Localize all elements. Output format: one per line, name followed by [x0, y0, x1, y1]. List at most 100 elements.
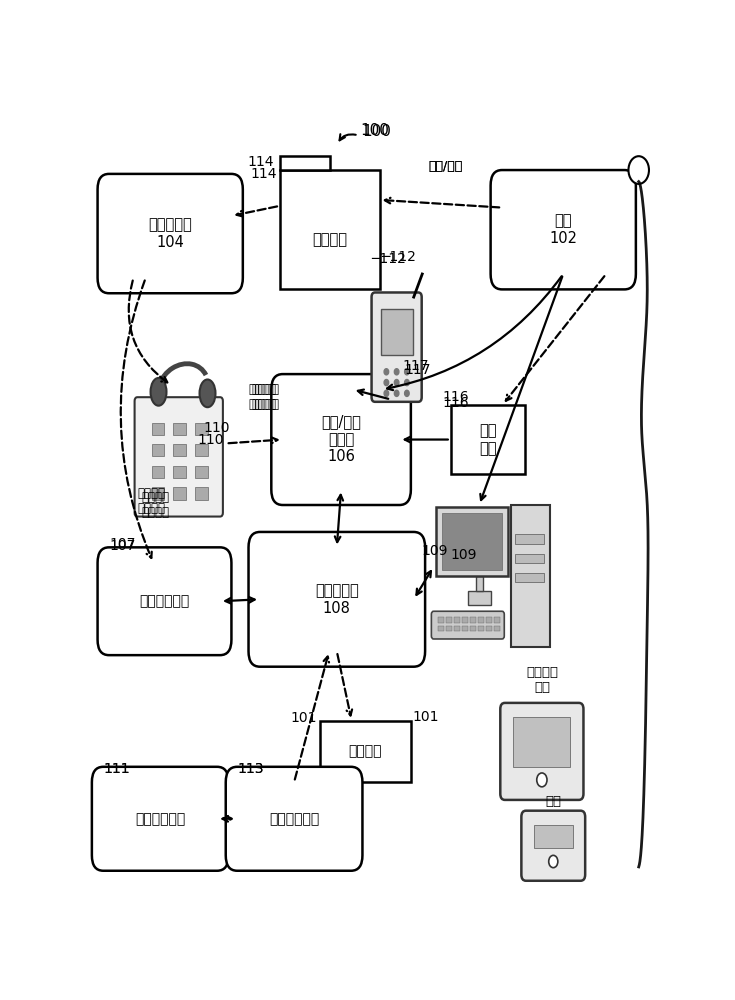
Bar — [151, 466, 164, 478]
Bar — [173, 466, 186, 478]
Text: 101: 101 — [412, 710, 439, 724]
Text: 数据门户: 数据门户 — [348, 744, 382, 758]
Bar — [486, 617, 492, 623]
Text: 电话: 电话 — [545, 795, 562, 808]
Bar — [478, 617, 484, 623]
FancyBboxPatch shape — [490, 170, 636, 289]
Bar — [462, 626, 468, 631]
Bar — [470, 626, 476, 631]
FancyBboxPatch shape — [135, 397, 223, 517]
Bar — [195, 423, 207, 435]
Text: 114: 114 — [251, 167, 277, 181]
Bar — [446, 626, 452, 631]
Circle shape — [549, 855, 558, 868]
Text: 111: 111 — [103, 762, 130, 776]
Text: 保健提供者
104: 保健提供者 104 — [148, 217, 192, 250]
Bar — [534, 825, 573, 848]
FancyBboxPatch shape — [98, 174, 243, 293]
Text: 100: 100 — [362, 124, 391, 139]
Bar — [151, 487, 164, 500]
Circle shape — [384, 379, 389, 386]
Bar — [173, 487, 186, 500]
FancyBboxPatch shape — [511, 505, 551, 647]
Bar — [451, 405, 525, 474]
Text: 109: 109 — [421, 544, 448, 558]
Circle shape — [384, 369, 389, 375]
Bar — [195, 466, 207, 478]
Bar — [280, 156, 330, 170]
Bar — [195, 487, 207, 500]
Text: 100: 100 — [361, 123, 390, 138]
Circle shape — [628, 156, 649, 184]
Text: 110: 110 — [197, 433, 223, 447]
Ellipse shape — [199, 379, 215, 407]
Bar — [195, 444, 207, 456]
Text: 免费专用
电话号码: 免费专用 电话号码 — [137, 487, 165, 515]
Text: 101: 101 — [290, 711, 317, 725]
Bar — [442, 513, 502, 570]
Text: 请求/许可: 请求/许可 — [428, 160, 462, 173]
Bar — [173, 423, 186, 435]
Bar — [515, 534, 544, 544]
FancyBboxPatch shape — [431, 611, 504, 639]
Text: 113: 113 — [237, 762, 264, 776]
Text: 117: 117 — [402, 359, 429, 373]
Text: 平板电脑
设备: 平板电脑 设备 — [526, 666, 558, 694]
FancyBboxPatch shape — [226, 767, 362, 871]
Text: 110: 110 — [203, 421, 229, 435]
Text: 医疗设备网关: 医疗设备网关 — [269, 812, 319, 826]
Text: 请求/许可: 请求/许可 — [428, 160, 462, 173]
Circle shape — [395, 369, 399, 375]
Bar — [478, 626, 484, 631]
Bar — [462, 617, 468, 623]
Text: 107: 107 — [109, 537, 135, 551]
Text: 电子健康记录: 电子健康记录 — [140, 594, 190, 608]
Text: 116: 116 — [442, 390, 469, 404]
Text: 109: 109 — [451, 548, 477, 562]
Text: 免费专用
电话号码: 免费专用 电话号码 — [248, 383, 277, 411]
Text: 113: 113 — [237, 762, 264, 776]
FancyBboxPatch shape — [437, 507, 508, 576]
Bar — [494, 626, 500, 631]
Bar — [438, 617, 444, 623]
Bar — [151, 423, 164, 435]
Text: 网络服务器
108: 网络服务器 108 — [315, 583, 359, 616]
FancyBboxPatch shape — [121, 387, 230, 527]
Circle shape — [537, 773, 547, 787]
Bar — [173, 444, 186, 456]
Circle shape — [395, 379, 399, 386]
Bar — [438, 626, 444, 631]
Text: 114: 114 — [248, 155, 274, 169]
Text: 医疗记录: 医疗记录 — [312, 232, 347, 247]
Circle shape — [395, 390, 399, 396]
FancyBboxPatch shape — [501, 703, 584, 800]
FancyBboxPatch shape — [271, 374, 411, 505]
Bar — [280, 170, 379, 289]
Text: 111: 111 — [103, 762, 130, 776]
Bar — [513, 717, 570, 767]
Text: ─112: ─112 — [381, 250, 416, 264]
Bar — [515, 554, 544, 563]
Text: 117: 117 — [404, 363, 431, 377]
Bar — [454, 617, 460, 623]
FancyBboxPatch shape — [372, 292, 422, 402]
Text: ─112: ─112 — [371, 252, 406, 266]
Circle shape — [404, 390, 409, 396]
Bar — [515, 573, 544, 582]
FancyBboxPatch shape — [92, 767, 229, 871]
Circle shape — [384, 390, 389, 396]
FancyBboxPatch shape — [248, 532, 425, 667]
Text: 免费专用
电话号码: 免费专用 电话号码 — [142, 491, 170, 519]
Bar — [446, 617, 452, 623]
Bar — [476, 576, 483, 591]
Text: 免费专用
电话号码: 免费专用 电话号码 — [251, 383, 279, 411]
Bar — [381, 309, 412, 355]
Text: 107: 107 — [109, 539, 135, 553]
Text: 患者
102: 患者 102 — [549, 214, 577, 246]
Text: 116: 116 — [442, 396, 469, 410]
FancyBboxPatch shape — [521, 811, 585, 881]
Bar — [468, 591, 491, 605]
Bar — [151, 444, 164, 456]
Bar — [494, 617, 500, 623]
Circle shape — [404, 369, 409, 375]
